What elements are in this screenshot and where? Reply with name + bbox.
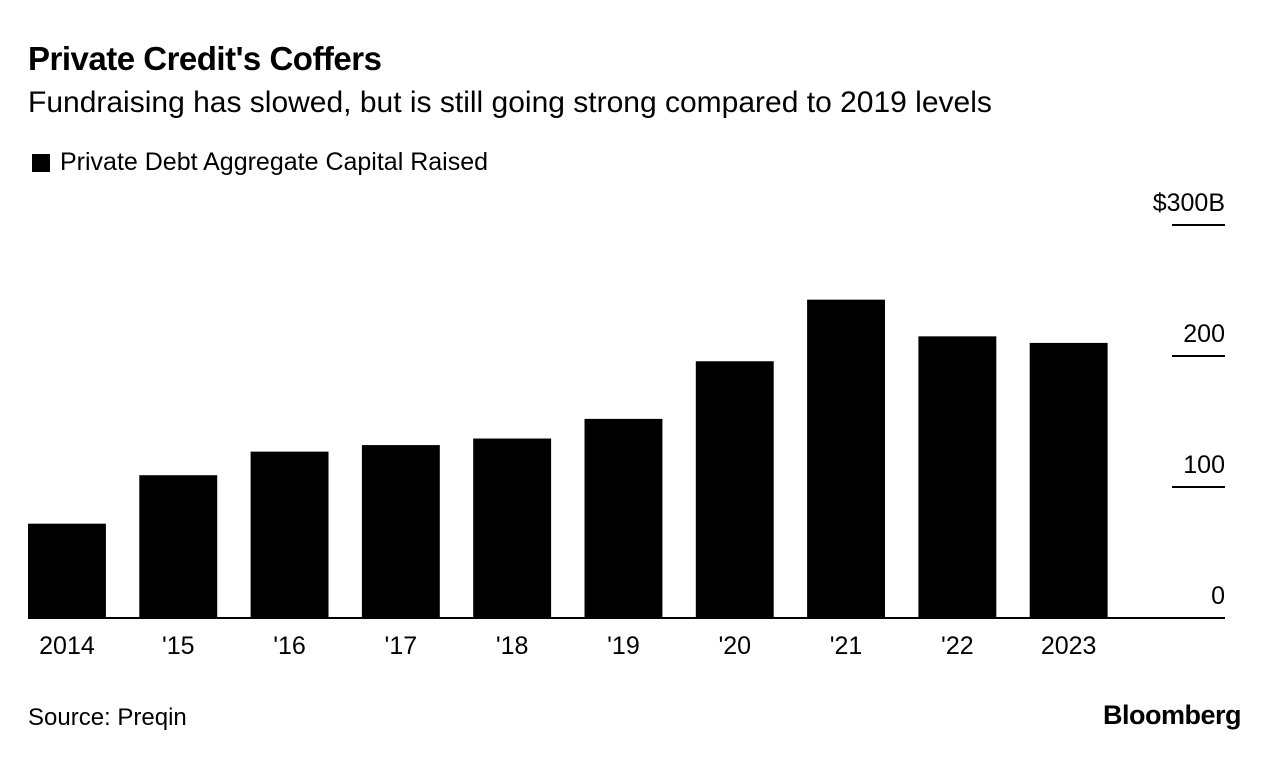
bar — [361, 445, 440, 618]
chart-title: Private Credit's Coffers — [28, 40, 382, 77]
bar — [695, 361, 774, 618]
legend-label: Private Debt Aggregate Capital Raised — [60, 148, 489, 176]
x-tick-label: '20 — [718, 632, 751, 660]
bar — [473, 438, 552, 618]
bar — [807, 299, 886, 618]
chart-subtitle: Fundraising has slowed, but is still goi… — [28, 86, 992, 119]
x-tick-label: '17 — [385, 632, 418, 660]
legend: Private Debt Aggregate Capital Raised — [32, 148, 488, 177]
y-tick-label: 0 — [1211, 582, 1225, 610]
legend-swatch — [32, 153, 50, 172]
bloomberg-logo: Bloomberg — [1102, 700, 1242, 730]
x-tick-label: '19 — [607, 632, 640, 660]
bar — [139, 475, 218, 618]
bar — [1029, 342, 1108, 618]
x-tick-label: '22 — [941, 632, 974, 660]
bar — [28, 523, 106, 618]
x-tick-label: 2023 — [1041, 632, 1097, 660]
y-tick-label: 200 — [1183, 320, 1225, 348]
bar — [918, 336, 997, 618]
y-tick-label: $300B — [1153, 189, 1225, 217]
x-tick-label: '18 — [496, 632, 529, 660]
x-tick-label: '15 — [162, 632, 195, 660]
bar — [584, 418, 663, 618]
x-tick-label: '21 — [830, 632, 863, 660]
y-tick-label: 100 — [1183, 451, 1225, 479]
x-tick-label: 2014 — [39, 632, 95, 660]
bar — [250, 451, 329, 618]
source-note: Source: Preqin — [28, 704, 187, 731]
x-tick-label: '16 — [273, 632, 306, 660]
